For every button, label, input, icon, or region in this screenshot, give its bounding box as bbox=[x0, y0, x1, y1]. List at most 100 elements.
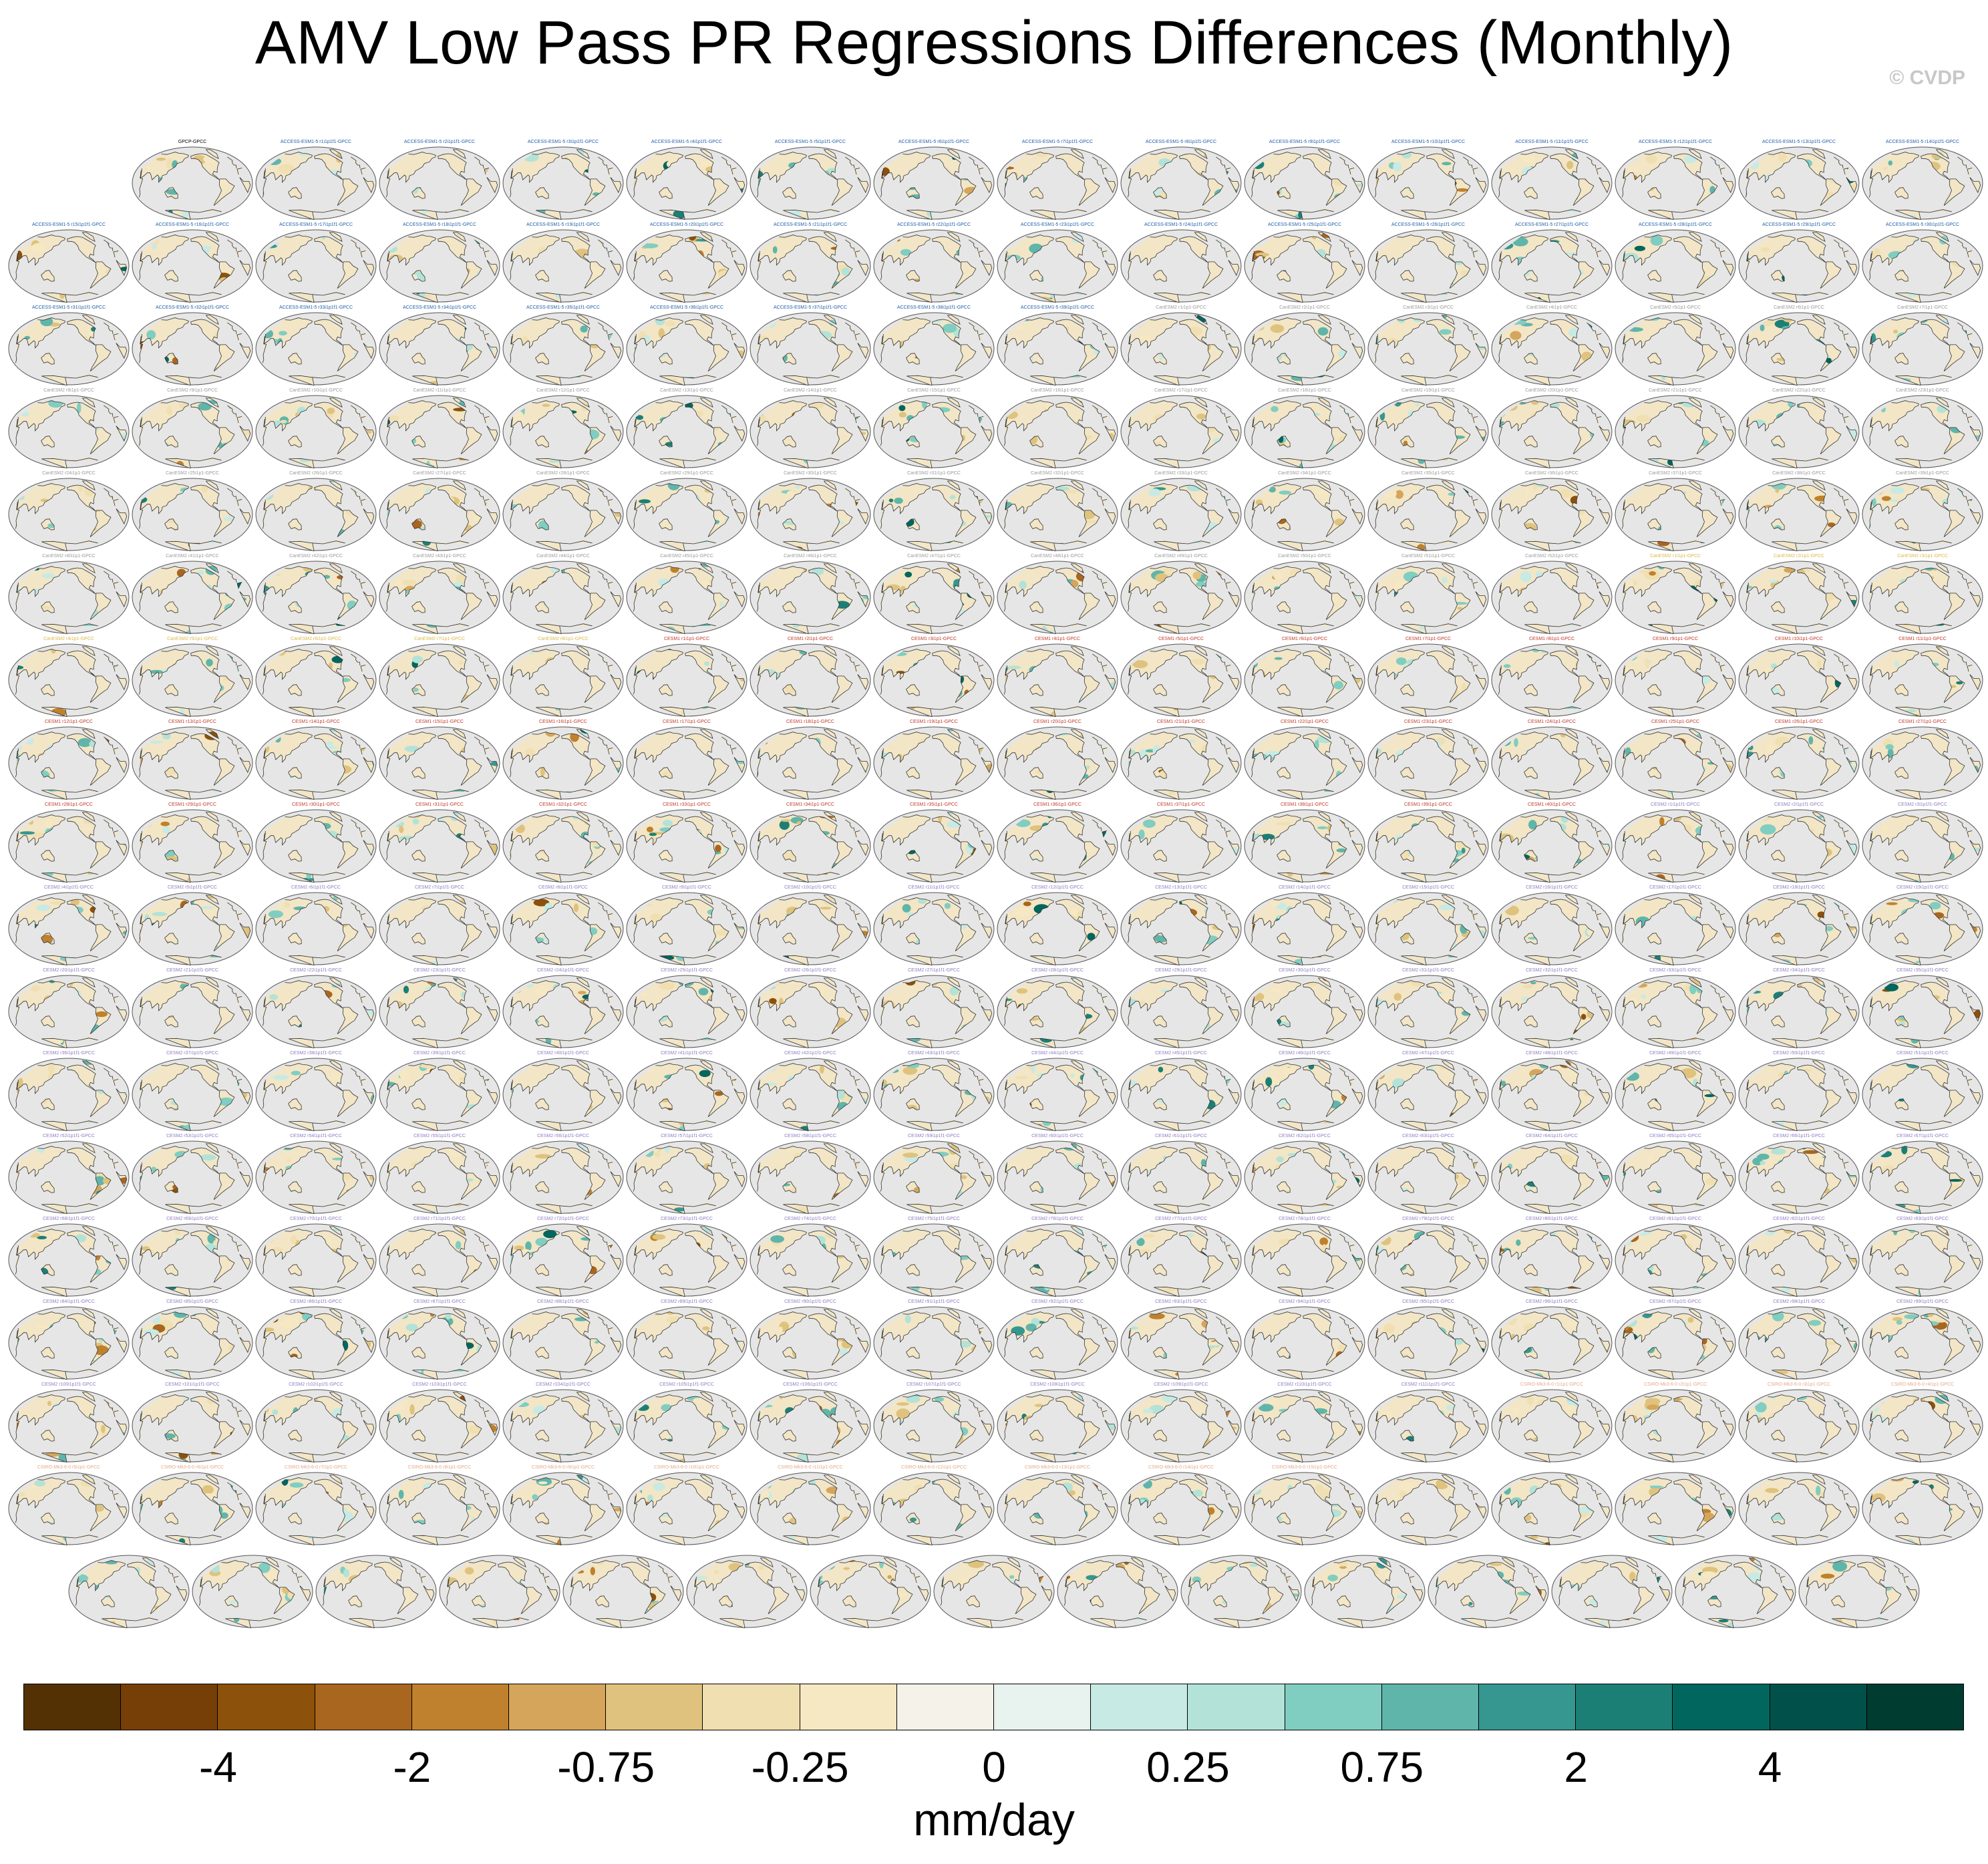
map-panel: CESM2 r8i1p1f1-GPCC bbox=[502, 885, 624, 967]
panel-map bbox=[1491, 975, 1613, 1048]
panel-title: CESM2 r18i1p1f1-GPCC bbox=[1773, 885, 1825, 890]
map-panel: CanESM2 r16i1p1-GPCC bbox=[997, 387, 1118, 470]
map-land bbox=[139, 149, 251, 220]
map-panel: CESM2 r21i1p1f1-GPCC bbox=[132, 967, 253, 1050]
map-panel: CanESM2 r41i1p1-GPCC bbox=[132, 553, 253, 636]
map-panel: CanESM2 r9i1p1-GPCC bbox=[132, 387, 253, 470]
map-panel: CESM2 r32i1p1f1-GPCC bbox=[1491, 967, 1613, 1050]
panel-map bbox=[1615, 1472, 1736, 1545]
panel-title: ACCESS-ESM1-5 r2i1p1f1-GPCC bbox=[403, 140, 476, 144]
map-panel: CSIRO-Mk3-6-0 r6i1p1-GPCC bbox=[132, 1464, 253, 1547]
panel-title bbox=[432, 1547, 567, 1554]
map-land bbox=[633, 1392, 745, 1462]
map-panel bbox=[1738, 1464, 1860, 1547]
map-land bbox=[1128, 563, 1239, 634]
panel-map bbox=[132, 1389, 253, 1462]
map-land bbox=[386, 977, 498, 1048]
map-panel: CanESM2 r6i1p1-GPCC bbox=[255, 636, 377, 719]
map-land bbox=[139, 1392, 251, 1462]
map-land bbox=[633, 480, 745, 551]
map-land bbox=[757, 646, 868, 717]
map-panel: CESM2 r65i1p1f1-GPCC bbox=[1615, 1133, 1736, 1216]
map-panel: CESM2 r68i1p1f1-GPCC bbox=[8, 1216, 130, 1299]
map-land bbox=[1004, 1474, 1116, 1545]
panel-title: CESM2 r25i1p1f1-GPCC bbox=[661, 968, 713, 973]
map-land bbox=[1004, 729, 1116, 800]
map-panel: CESM1 r12i1p1-GPCC bbox=[8, 719, 130, 802]
map-land bbox=[510, 895, 621, 965]
map-land bbox=[510, 729, 621, 800]
map-panel: CESM2 r86i1p1f1-GPCC bbox=[255, 1299, 377, 1382]
panel-map bbox=[1244, 1389, 1365, 1462]
map-panel: CESM2 r34i1p1f1-GPCC bbox=[1738, 967, 1860, 1050]
map-panel: CESM1 r11i1p1-GPCC bbox=[1862, 636, 1983, 719]
map-land bbox=[1128, 1474, 1239, 1545]
panel-title: CESM1 r26i1p1-GPCC bbox=[1775, 720, 1823, 724]
map-land bbox=[510, 977, 621, 1048]
panel-title: CESM2 r83i1p1f1-GPCC bbox=[1896, 1217, 1949, 1221]
panel-map bbox=[379, 561, 500, 634]
map-panel: CanESM2 r5i1p1-GPCC bbox=[1615, 305, 1736, 387]
colorbar-box-7 bbox=[702, 1684, 800, 1730]
map-land bbox=[1746, 398, 1857, 468]
map-panel bbox=[1367, 1464, 1489, 1547]
panel-map bbox=[132, 1140, 253, 1214]
panel-map bbox=[626, 892, 748, 965]
panel-title: CESM2 r98i1p1f1-GPCC bbox=[1773, 1299, 1825, 1304]
panel-map bbox=[1304, 1555, 1426, 1628]
map-land bbox=[1869, 729, 1981, 800]
panel-map bbox=[502, 395, 624, 468]
panel-title: CESM2 r42i1p1f1-GPCC bbox=[784, 1051, 836, 1056]
panel-map bbox=[255, 478, 377, 551]
map-land bbox=[510, 646, 621, 717]
map-land bbox=[263, 812, 374, 883]
map-panel: ACCESS-ESM1-5 r3i1p1f1-GPCC bbox=[502, 139, 624, 222]
panel-title: CESM2 r22i1p1f1-GPCC bbox=[290, 968, 342, 973]
panel-map bbox=[1491, 1140, 1613, 1214]
map-land bbox=[139, 563, 251, 634]
map-land bbox=[757, 398, 868, 468]
map-land bbox=[15, 1392, 127, 1462]
map-panel: CESM2 r48i1p1f1-GPCC bbox=[1491, 1050, 1613, 1133]
panel-title: CESM2 r55i1p1f1-GPCC bbox=[413, 1134, 466, 1138]
panel-map bbox=[379, 892, 500, 965]
map-panel: CESM1 r28i1p1-GPCC bbox=[8, 802, 130, 885]
map-panel: CanESM2 r15i1p1-GPCC bbox=[873, 387, 995, 470]
panel-map bbox=[1615, 975, 1736, 1048]
panel-map bbox=[997, 1058, 1118, 1131]
map-land bbox=[1128, 895, 1239, 965]
map-land bbox=[1375, 1143, 1486, 1214]
panel-title: CESM2 r5i1p1f1-GPCC bbox=[168, 885, 217, 890]
panel-title: CanESM2 r51i1p1-GPCC bbox=[1401, 554, 1455, 559]
map-land bbox=[1746, 315, 1857, 385]
panel-title: CESM2 r85i1p1f1-GPCC bbox=[166, 1299, 218, 1304]
map-panel: ACCESS-ESM1-5 r16i1p1f1-GPCC bbox=[132, 222, 253, 305]
map-land bbox=[1251, 895, 1363, 965]
panel-map bbox=[997, 146, 1118, 220]
map-panel: CanESM2 r32i1p1-GPCC bbox=[997, 470, 1118, 553]
map-panel: CESM1 r34i1p1-GPCC bbox=[750, 802, 871, 885]
panel-title: CESM2 r106i1p1f1-GPCC bbox=[783, 1382, 838, 1387]
map-panel: CESM2 r15i1p1f1-GPCC bbox=[1367, 885, 1489, 967]
panel-map bbox=[1862, 478, 1983, 551]
map-panel: ACCESS-ESM1-5 r23i1p1f1-GPCC bbox=[997, 222, 1118, 305]
map-land bbox=[633, 149, 745, 220]
panel-map bbox=[1862, 1306, 1983, 1380]
map-panel: CESM2 r76i1p1f1-GPCC bbox=[997, 1216, 1118, 1299]
map-land bbox=[510, 232, 621, 303]
map-panel bbox=[1615, 1464, 1736, 1547]
panel-map bbox=[132, 478, 253, 551]
colorbar-box-1 bbox=[120, 1684, 218, 1730]
map-panel: CESM2 r91i1p1f1-GPCC bbox=[873, 1299, 995, 1382]
panel-map bbox=[502, 561, 624, 634]
panel-map bbox=[8, 726, 130, 800]
map-panel: ACCESS-ESM1-5 r4i1p1f1-GPCC bbox=[626, 139, 748, 222]
panel-title: CESM2 r99i1p1f1-GPCC bbox=[1896, 1299, 1949, 1304]
panel-map bbox=[997, 1223, 1118, 1297]
map-panel: CanESM2 r43i1p1-GPCC bbox=[379, 553, 500, 636]
panel-map bbox=[1798, 1555, 1920, 1628]
panel-title: CanESM2 r47i1p1-GPCC bbox=[907, 554, 961, 559]
map-land bbox=[139, 232, 251, 303]
panel-title: CESM2 r92i1p1f1-GPCC bbox=[1031, 1299, 1084, 1304]
map-panel: CESM2 r10i1p1f1-GPCC bbox=[750, 885, 871, 967]
